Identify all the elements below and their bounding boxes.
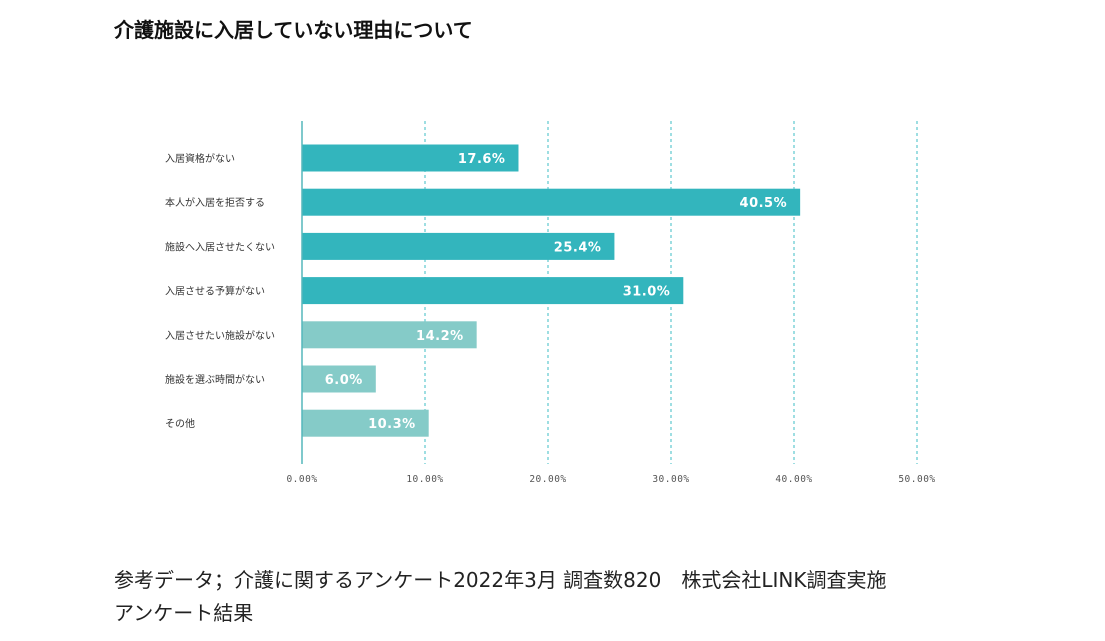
bar bbox=[302, 409, 429, 437]
bar-value-label: 6.0% bbox=[325, 373, 363, 388]
bar bbox=[302, 321, 477, 349]
bars: 17.6% 40.5% 25.4% 31.0% 14.2% 6.0% 10.3% bbox=[302, 144, 801, 437]
bar bbox=[302, 188, 801, 216]
category-label: 入居させたい施設がない bbox=[165, 329, 275, 342]
bar bbox=[302, 144, 519, 172]
category-label: 施設を選ぶ時間がない bbox=[165, 373, 265, 386]
category-labels: 入居資格がない本人が入居を拒否する施設へ入居させたくない入居させる予算がない入居… bbox=[165, 152, 275, 430]
source-note: 参考データ；介護に関するアンケート2022年3月 調査数820 株式会社LINK… bbox=[114, 564, 886, 630]
bar-value-label: 10.3% bbox=[368, 417, 416, 432]
bar bbox=[302, 277, 684, 305]
category-label: その他 bbox=[165, 417, 195, 430]
source-note-line-2: アンケート結果 bbox=[114, 601, 254, 625]
category-label: 入居資格がない bbox=[165, 152, 235, 165]
x-tick-label: 30.00% bbox=[652, 474, 689, 485]
x-tick-label: 0.00% bbox=[286, 474, 317, 485]
x-tick-label: 40.00% bbox=[775, 474, 812, 485]
category-label: 本人が入居を拒否する bbox=[165, 196, 265, 209]
bar-value-label: 14.2% bbox=[416, 329, 464, 344]
chart-title: 介護施設に入居していない理由について bbox=[114, 18, 473, 42]
bar-value-label: 25.4% bbox=[554, 240, 602, 255]
category-label: 入居させる予算がない bbox=[165, 285, 265, 298]
x-tick-label: 10.00% bbox=[406, 474, 443, 485]
bar-value-label: 40.5% bbox=[740, 196, 788, 211]
bar bbox=[302, 232, 615, 260]
source-note-line-1: 参考データ；介護に関するアンケート2022年3月 調査数820 株式会社LINK… bbox=[114, 568, 887, 592]
x-tick-label: 20.00% bbox=[529, 474, 566, 485]
category-label: 施設へ入居させたくない bbox=[165, 240, 275, 253]
bar-value-label: 31.0% bbox=[623, 285, 671, 300]
x-tick-labels: 0.00% 10.00% 20.00% 30.00% 40.00% 50.00% bbox=[286, 474, 935, 485]
bar bbox=[302, 365, 376, 393]
bar-value-label: 17.6% bbox=[458, 152, 506, 167]
x-tick-label: 50.00% bbox=[898, 474, 935, 485]
